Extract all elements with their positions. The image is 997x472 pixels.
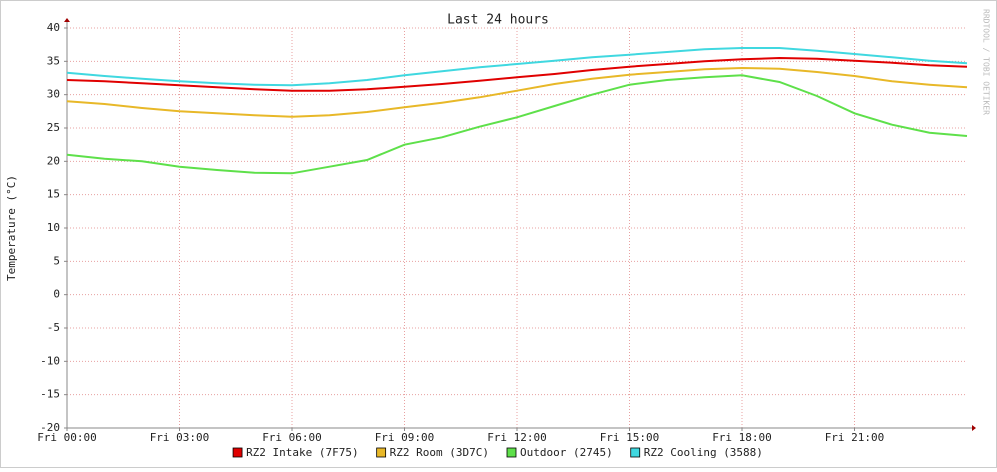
x-tick-label: Fri 18:00 bbox=[712, 431, 772, 444]
y-tick-label: -20 bbox=[40, 421, 60, 434]
x-tick-label: Fri 00:00 bbox=[37, 431, 97, 444]
y-tick-label: -10 bbox=[40, 354, 60, 367]
chart-title: Last 24 hours bbox=[447, 13, 549, 28]
y-tick-label: 35 bbox=[47, 54, 60, 67]
x-tick-label: Fri 21:00 bbox=[825, 431, 885, 444]
x-tick-label: Fri 15:00 bbox=[600, 431, 660, 444]
y-tick-label: 5 bbox=[53, 254, 60, 267]
x-tick-label: Fri 12:00 bbox=[487, 431, 547, 444]
legend-swatch bbox=[506, 447, 517, 458]
y-tick-label: 20 bbox=[47, 154, 60, 167]
legend-label: RZ2 Intake (7F75) bbox=[246, 446, 359, 459]
series-line bbox=[66, 47, 968, 87]
legend-swatch bbox=[232, 447, 243, 458]
legend-label: RZ2 Cooling (3588) bbox=[644, 446, 763, 459]
axis-arrow bbox=[64, 18, 70, 22]
y-tick-label: 10 bbox=[47, 221, 60, 234]
legend-swatch bbox=[630, 447, 641, 458]
y-tick-label: 15 bbox=[47, 188, 60, 201]
x-tick-label: Fri 06:00 bbox=[262, 431, 322, 444]
legend-label: RZ2 Room (3D7C) bbox=[390, 446, 489, 459]
y-tick-label: -5 bbox=[47, 321, 60, 334]
x-tick-label: Fri 03:00 bbox=[150, 431, 210, 444]
watermark: RRDTOOL / TOBI OETIKER bbox=[982, 9, 991, 115]
x-tick-label: Fri 09:00 bbox=[375, 431, 435, 444]
y-tick-label: 30 bbox=[47, 88, 60, 101]
y-tick-label: 40 bbox=[47, 21, 60, 34]
legend-swatch bbox=[376, 447, 387, 458]
y-tick-label: -15 bbox=[40, 388, 60, 401]
series-line bbox=[66, 66, 968, 118]
legend-label: Outdoor (2745) bbox=[520, 446, 613, 459]
series-line bbox=[66, 56, 968, 92]
y-tick-label: 0 bbox=[53, 288, 60, 301]
series-line bbox=[66, 74, 968, 175]
axis-arrow bbox=[972, 425, 976, 431]
y-tick-label: 25 bbox=[47, 121, 60, 134]
y-axis-label: Temperature (°C) bbox=[5, 175, 18, 281]
